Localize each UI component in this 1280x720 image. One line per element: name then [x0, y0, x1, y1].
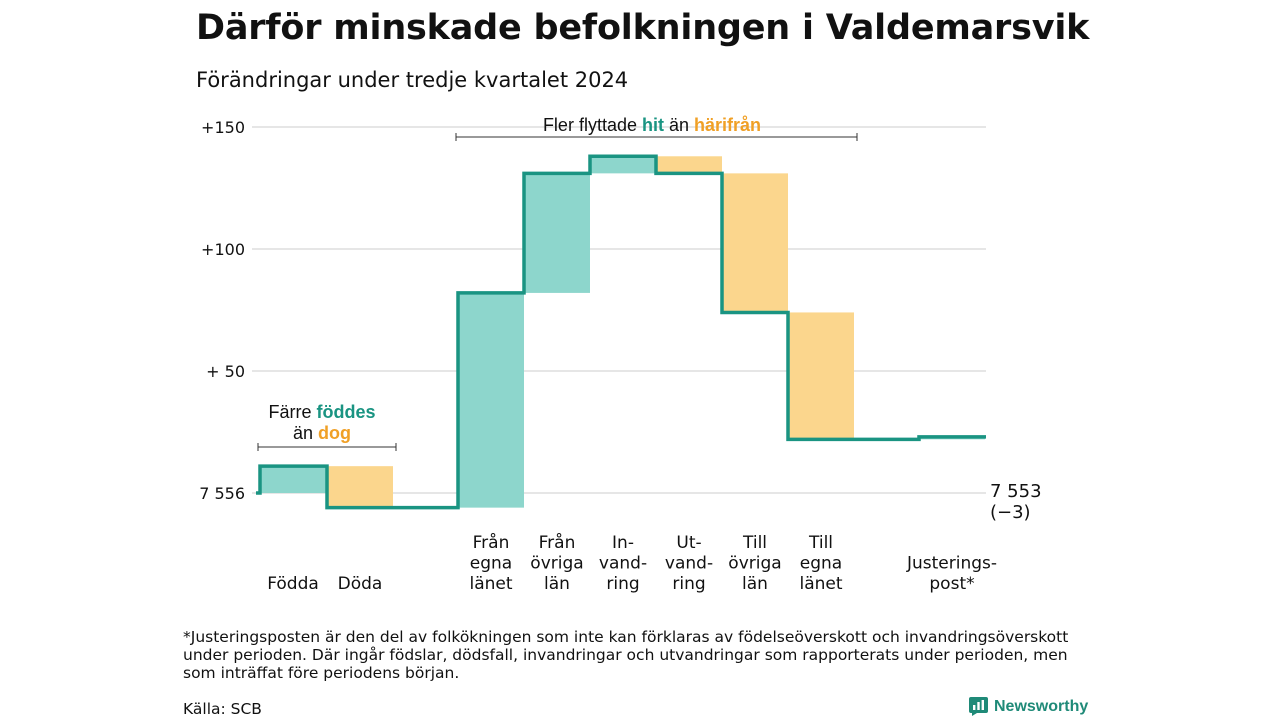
y-tick-label: 7 556: [199, 484, 245, 503]
bar-till_egna: [788, 312, 854, 440]
category-label-doda: Döda: [338, 574, 383, 594]
category-label-till_egna: Till egna länet: [799, 533, 842, 594]
annotation-bracket-migration: [455, 133, 858, 141]
category-label-utvandring: Ut-vand-ring: [665, 533, 713, 594]
cumulative-line: [256, 154, 986, 510]
bar-invandring: [590, 156, 656, 174]
category-label-till_ovriga: Till övriga län: [728, 533, 781, 594]
source-note: Källa: SCB: [183, 700, 262, 718]
category-label-justering: Justerings-post*: [906, 554, 997, 595]
bar-fodda: [260, 466, 326, 493]
bar-utvandring: [656, 156, 722, 174]
annotation-migration: Fler flyttade hit än härifrån: [543, 115, 761, 135]
bar-fran_egna: [458, 292, 524, 508]
category-label-fran_ovriga: Från övriga län: [530, 532, 583, 594]
bar-till_ovriga: [722, 173, 788, 313]
y-tick-label: +150: [201, 118, 245, 137]
bar-doda: [327, 466, 393, 508]
y-tick-label: + 50: [206, 362, 245, 381]
chart-title: Därför minskade befolkningen i Valdemars…: [196, 8, 1090, 48]
brand-name: Newsworthy: [994, 697, 1089, 715]
category-label-fodda: Födda: [267, 574, 319, 594]
footnote: *Justeringsposten är den del av folkökni…: [183, 628, 1069, 682]
chart-subtitle: Förändringar under tredje kvartalet 2024: [196, 68, 629, 92]
bar-chart-icon: [969, 697, 988, 716]
category-label-fran_egna: Från egna länet: [469, 532, 512, 594]
category-label-invandring: In-vand-ring: [599, 533, 647, 594]
y-tick-label: +100: [201, 240, 245, 259]
end-value-label: 7 553 (−3): [990, 481, 1042, 523]
bar-fran_ovriga: [524, 173, 590, 293]
brand-logo: Newsworthy: [969, 697, 1088, 716]
annotation-natural: Färre föddes än dog: [268, 402, 375, 443]
annotation-bracket-natural: [257, 443, 397, 451]
